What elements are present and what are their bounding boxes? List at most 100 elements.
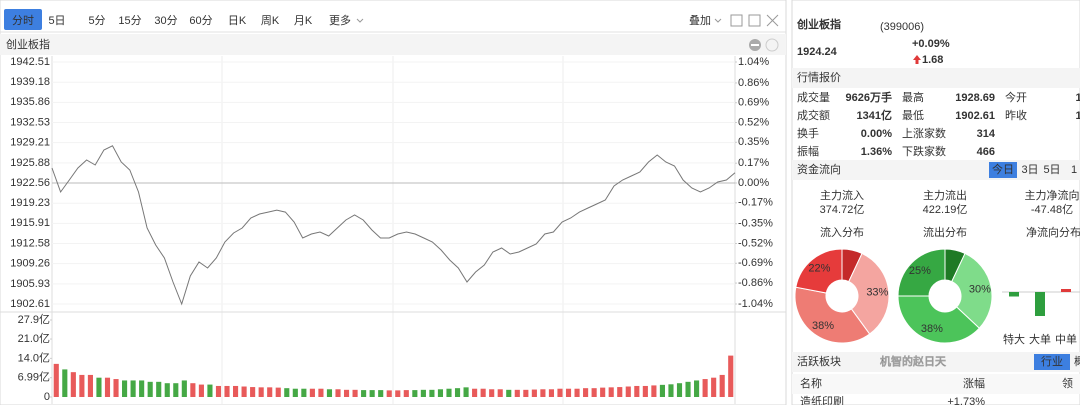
tab[interactable]: 周K — [261, 14, 280, 27]
quote-label: 下跌家数 — [902, 144, 946, 158]
volume-bar — [557, 388, 563, 397]
period-tab[interactable]: 5日 — [1043, 164, 1060, 176]
period-tab[interactable]: 1 — [1071, 164, 1077, 176]
volume-bar — [395, 390, 401, 397]
volume-bar — [472, 388, 478, 397]
period-tab[interactable]: 3日 — [1021, 164, 1038, 176]
tab[interactable]: 30分 — [154, 14, 177, 27]
quote-label: 成交量 — [797, 90, 830, 104]
collapse-icon-bar — [751, 44, 759, 46]
quote-label: 振幅 — [797, 144, 819, 158]
volume-bar — [685, 381, 691, 397]
index-name: 创业板指 — [796, 17, 841, 31]
volume-bar — [634, 385, 640, 397]
volume-bar — [446, 388, 452, 397]
tab[interactable]: 分时 — [12, 14, 34, 27]
last-price: 1924.24 — [797, 46, 838, 58]
net-bar — [1009, 292, 1019, 297]
flow-value: 374.72亿 — [820, 203, 865, 216]
y2-tick-label: -1.04% — [738, 298, 773, 310]
y2-tick-label: 0.86% — [738, 77, 769, 89]
quote-value: 1922 — [1076, 110, 1080, 122]
tab[interactable]: 60分 — [189, 14, 212, 27]
volume-bar — [608, 387, 614, 397]
volume-bar — [642, 385, 648, 397]
change: 1.68 — [922, 54, 943, 66]
quote-value: 1902.61 — [955, 110, 995, 122]
chart-title: 创业板指 — [6, 37, 50, 51]
tab[interactable]: 5分 — [88, 14, 105, 27]
quote-value: 314 — [977, 128, 996, 140]
volume-bar — [156, 381, 162, 397]
grid-icon[interactable] — [730, 14, 743, 27]
y-tick-label: 1925.88 — [10, 157, 50, 169]
volume-bar — [454, 388, 461, 397]
volume-bar — [198, 384, 204, 397]
volume-bar — [207, 384, 213, 397]
period-tab[interactable]: 今日 — [992, 162, 1014, 176]
volume-bar — [326, 389, 333, 397]
volume-bar — [96, 377, 102, 397]
tab[interactable]: 月K — [294, 15, 313, 27]
volume-bar — [369, 390, 375, 397]
volume-bar — [489, 389, 495, 397]
settings-icon[interactable] — [748, 14, 761, 27]
fullscreen-icon[interactable] — [766, 14, 779, 27]
quote-label: 今开 — [1005, 90, 1027, 104]
volume-bar — [352, 389, 358, 397]
quote-label: 最高 — [902, 90, 924, 104]
y2-tick-label: -0.69% — [738, 257, 773, 269]
pie-slice — [794, 286, 871, 344]
volume-bar — [224, 385, 230, 397]
volume-bar — [309, 388, 315, 397]
volume-bar — [702, 379, 708, 397]
tab[interactable]: 日K — [228, 15, 247, 27]
net-category: 特大 — [1003, 332, 1025, 346]
volume-bar — [361, 390, 367, 397]
sector-cell: +1.73% — [947, 396, 985, 405]
volume-bar — [104, 377, 111, 397]
net-title: 净流向分布 — [1026, 225, 1080, 239]
volume-bar — [62, 369, 68, 397]
volume-bar — [250, 387, 256, 397]
expand-icon[interactable] — [765, 38, 779, 52]
volume-bar — [164, 383, 170, 397]
tab[interactable]: 更多 — [329, 13, 351, 27]
flow-label: 主力流入 — [820, 188, 864, 202]
volume-bar — [480, 388, 486, 397]
y2-tick-label: -0.17% — [738, 197, 773, 209]
sector-tab[interactable]: 概 — [1074, 355, 1080, 368]
column-header: 领 — [1062, 377, 1073, 390]
volume-bar — [694, 380, 700, 397]
section-title: 行情报价 — [797, 70, 841, 84]
flow-label: 主力流出 — [923, 188, 967, 202]
y2-tick-label: 0.17% — [738, 157, 769, 169]
change-pct: +0.09% — [912, 38, 950, 50]
y-tick-label: 14.0亿 — [18, 351, 50, 364]
volume-bar — [659, 384, 665, 397]
dropdown-caret — [714, 18, 722, 23]
y-tick-label: 1915.91 — [10, 217, 50, 229]
sector-tab[interactable]: 行业 — [1041, 355, 1063, 368]
column-header: 涨幅 — [963, 377, 985, 390]
tab[interactable]: 15分 — [118, 14, 141, 27]
tab[interactable]: 5日 — [48, 15, 65, 27]
pie-slice — [848, 252, 890, 335]
volume-bar — [87, 374, 93, 397]
overlay-button[interactable]: 叠加 — [689, 14, 711, 27]
net-bar — [1035, 292, 1045, 316]
y2-tick-label: 0.69% — [738, 97, 769, 109]
volume-bar — [412, 390, 418, 397]
y2-tick-label: -0.52% — [738, 237, 773, 249]
y-tick-label: 0 — [44, 391, 50, 403]
y-tick-label: 1942.51 — [10, 56, 50, 68]
active-tab-bg — [4, 9, 42, 30]
volume-bar — [429, 389, 435, 397]
volume-bar — [540, 389, 546, 397]
volume-bar — [173, 383, 179, 397]
volume-bar — [548, 389, 555, 397]
quote-value: 1928.69 — [955, 92, 995, 104]
pie-label: 22% — [808, 263, 830, 275]
